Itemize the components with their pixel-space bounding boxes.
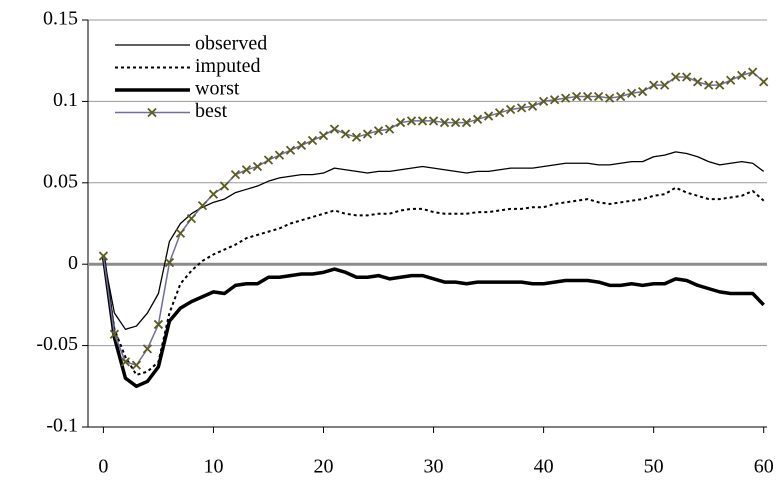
- x-tick-label: 60: [754, 456, 774, 478]
- marker: [153, 319, 164, 330]
- marker: [671, 72, 681, 82]
- legend-label: observed: [195, 33, 267, 55]
- marker: [109, 329, 120, 339]
- marker: [450, 117, 461, 128]
- marker: [252, 161, 263, 172]
- marker: [748, 67, 758, 77]
- marker: [241, 165, 252, 175]
- legend-marker: [147, 107, 157, 118]
- marker: [704, 80, 714, 90]
- legend-label: worst: [195, 78, 240, 100]
- marker: [186, 213, 197, 224]
- marker: [131, 360, 142, 370]
- y-tick-label: -0.1: [46, 415, 78, 437]
- marker: [384, 124, 395, 134]
- x-tick-label: 0: [98, 456, 108, 478]
- x-tick-label: 30: [424, 456, 444, 478]
- marker: [560, 93, 571, 103]
- marker: [582, 91, 593, 102]
- marker: [120, 357, 131, 367]
- marker: [627, 88, 637, 98]
- marker: [285, 145, 296, 155]
- marker: [307, 135, 318, 146]
- marker: [164, 257, 175, 268]
- marker: [197, 200, 208, 211]
- marker: [175, 228, 186, 238]
- y-tick-label: 0.1: [53, 89, 78, 111]
- y-tick-label: 0.15: [43, 8, 78, 30]
- marker: [439, 117, 450, 128]
- marker: [362, 129, 373, 139]
- marker: [98, 251, 109, 261]
- marker: [461, 117, 472, 128]
- legend-label: imputed: [195, 55, 261, 77]
- marker: [230, 170, 241, 180]
- marker: [571, 91, 582, 102]
- marker: [483, 111, 494, 121]
- marker: [219, 181, 230, 191]
- marker: [296, 140, 307, 150]
- x-tick-label: 40: [534, 456, 554, 478]
- marker: [428, 116, 439, 126]
- marker: [527, 101, 538, 111]
- marker: [395, 117, 406, 128]
- marker: [318, 130, 329, 141]
- series-line: [102, 186, 765, 376]
- marker: [516, 103, 527, 113]
- marker: [759, 77, 769, 87]
- marker: [494, 108, 505, 118]
- x-tick-label: 10: [203, 456, 223, 478]
- marker: [538, 96, 549, 107]
- legend-label: best: [195, 100, 228, 122]
- marker: [505, 104, 516, 115]
- marker: [340, 129, 351, 139]
- marker: [406, 116, 417, 126]
- marker: [351, 132, 362, 142]
- y-tick-label: -0.05: [36, 333, 78, 355]
- marker: [263, 155, 274, 165]
- marker: [638, 86, 648, 97]
- marker: [329, 124, 340, 134]
- x-tick-label: 50: [644, 456, 664, 478]
- marker: [274, 150, 285, 160]
- y-tick-label: 0: [68, 252, 78, 274]
- marker: [472, 114, 483, 124]
- marker: [604, 93, 615, 103]
- marker: [726, 75, 736, 85]
- series-line: [101, 255, 765, 389]
- marker: [549, 95, 560, 105]
- series-line: [102, 151, 765, 330]
- marker: [373, 126, 384, 136]
- marker: [737, 70, 747, 80]
- y-tick-label: 0.05: [43, 170, 78, 192]
- marker: [649, 80, 659, 90]
- marker: [615, 91, 626, 102]
- marker: [593, 91, 604, 102]
- marker: [715, 80, 725, 90]
- marker: [142, 344, 153, 354]
- marker: [208, 189, 219, 199]
- x-tick-label: 20: [314, 456, 334, 478]
- marker: [417, 116, 428, 126]
- marker: [682, 72, 692, 82]
- marker: [660, 80, 670, 90]
- marker: [693, 77, 703, 87]
